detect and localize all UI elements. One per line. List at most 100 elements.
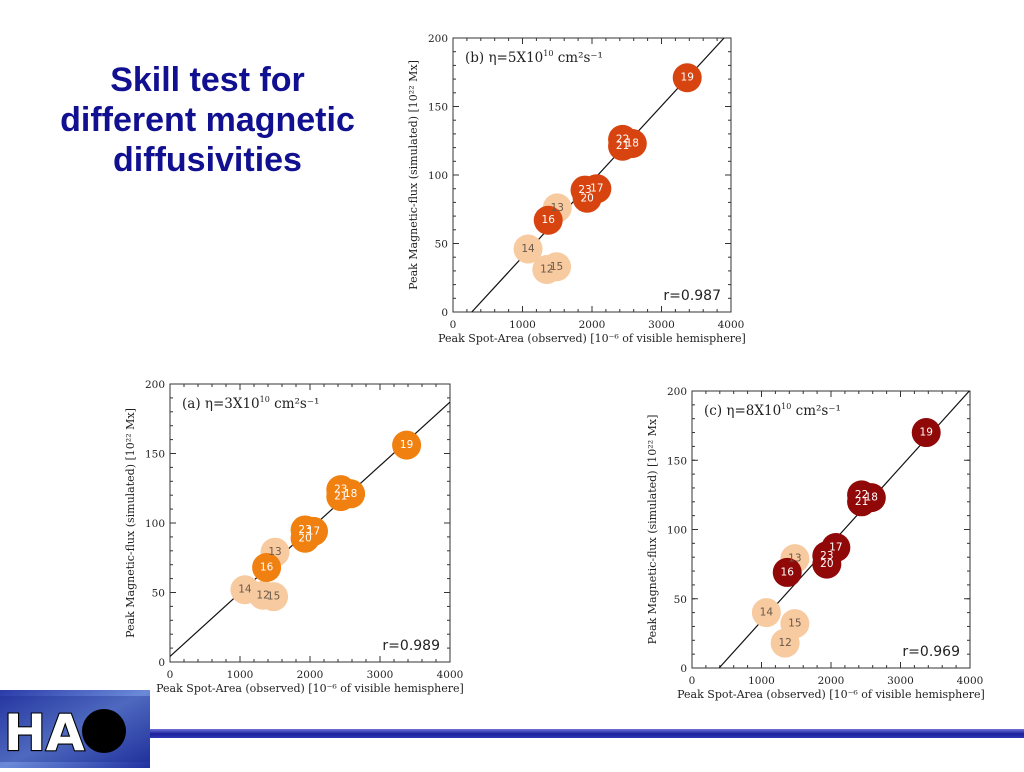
data-point-label: 12 xyxy=(540,264,553,276)
y-tick-label: 150 xyxy=(145,449,165,461)
data-point-label: 21 xyxy=(855,496,868,508)
y-tick-label: 100 xyxy=(667,525,687,537)
data-point xyxy=(856,483,886,513)
y-tick-label: 50 xyxy=(152,588,165,600)
data-point-label: 12 xyxy=(778,637,791,649)
y-axis-label: Peak Magnetic-flux (simulated) [10²² Mx] xyxy=(407,60,420,290)
data-point-label: 16 xyxy=(542,214,556,226)
data-point xyxy=(252,552,282,582)
data-point-label: 16 xyxy=(260,561,274,573)
data-point xyxy=(392,430,422,460)
data-point xyxy=(336,479,366,509)
data-point xyxy=(572,183,602,213)
data-point xyxy=(259,582,289,612)
data-point xyxy=(770,628,800,658)
y-tick-label: 100 xyxy=(428,170,448,182)
data-point-label: 17 xyxy=(829,542,842,554)
y-tick-label: 150 xyxy=(428,102,448,114)
data-point-label: 20 xyxy=(820,558,833,570)
data-point-label: 15 xyxy=(267,591,280,603)
data-point xyxy=(513,234,543,264)
data-point-label: 21 xyxy=(616,140,629,152)
data-point xyxy=(542,252,572,282)
data-point-label: 18 xyxy=(344,488,357,500)
x-tick-label: 3000 xyxy=(367,669,394,681)
x-tick-label: 4000 xyxy=(957,675,984,687)
x-tick-label: 2000 xyxy=(818,675,845,687)
logo-sun-icon xyxy=(82,709,126,753)
data-point-label: 21 xyxy=(334,491,347,503)
x-axis-label: Peak Spot-Area (observed) [10⁻⁶ of visib… xyxy=(438,332,746,345)
data-point-label: 19 xyxy=(681,72,694,84)
slide-title-line-1: Skill test for xyxy=(110,61,305,99)
y-tick-label: 0 xyxy=(158,657,165,669)
x-axis-label: Peak Spot-Area (observed) [10⁻⁶ of visib… xyxy=(156,682,464,695)
y-tick-label: 50 xyxy=(435,239,448,251)
y-axis-label: Peak Magnetic-flux (simulated) [10²² Mx] xyxy=(124,408,137,638)
data-point-label: 19 xyxy=(400,439,413,451)
panel-label: (b) η=5X1010 cm²s⁻¹ xyxy=(465,49,603,66)
data-point-label: 16 xyxy=(781,566,795,578)
y-tick-label: 150 xyxy=(667,455,687,467)
footer-bar xyxy=(150,729,1024,738)
x-tick-label: 2000 xyxy=(579,319,606,331)
slide-title: Skill test for different magnetic diffus… xyxy=(20,60,395,180)
data-point-label: 20 xyxy=(580,192,593,204)
data-point-label: 19 xyxy=(920,427,933,439)
data-point-label: 14 xyxy=(238,584,252,596)
data-point-label: 15 xyxy=(788,618,801,630)
x-tick-label: 2000 xyxy=(297,669,324,681)
y-tick-label: 200 xyxy=(428,33,448,45)
data-point-label: 23 xyxy=(578,184,591,196)
data-point-label: 20 xyxy=(298,532,311,544)
x-tick-label: 4000 xyxy=(437,669,464,681)
x-tick-label: 4000 xyxy=(718,319,745,331)
panel-label: (a) η=3X1010 cm²s⁻¹ xyxy=(182,395,319,412)
data-point-label: 18 xyxy=(626,137,639,149)
data-point xyxy=(911,418,941,448)
data-point-label: 17 xyxy=(590,183,603,195)
correlation-label: r=0.989 xyxy=(382,638,440,654)
y-tick-label: 0 xyxy=(441,307,448,319)
correlation-label: r=0.969 xyxy=(902,644,960,660)
data-point xyxy=(533,205,563,235)
data-point-label: 15 xyxy=(550,261,563,273)
data-point xyxy=(290,523,320,553)
data-point-label: 13 xyxy=(788,553,801,565)
data-point-label: 12 xyxy=(256,589,269,601)
correlation-label: r=0.987 xyxy=(663,288,721,304)
data-point xyxy=(751,598,781,628)
y-tick-label: 100 xyxy=(145,518,165,530)
data-point-label: 13 xyxy=(551,202,564,214)
y-axis-label: Peak Magnetic-flux (simulated) [10²² Mx] xyxy=(646,415,659,645)
y-tick-label: 200 xyxy=(145,379,165,391)
hao-logo: HA xyxy=(0,690,150,768)
data-point-label: 23 xyxy=(334,484,347,496)
data-point-label: 18 xyxy=(865,492,878,504)
x-tick-label: 0 xyxy=(689,675,696,687)
panel-label: (c) η=8X1010 cm²s⁻¹ xyxy=(704,402,841,419)
data-point-label: 13 xyxy=(268,546,281,558)
data-point-label: 22 xyxy=(616,133,629,145)
slide-title-line-2: different magnetic xyxy=(60,101,355,139)
data-point-label: 23 xyxy=(820,550,833,562)
data-point-label: 23 xyxy=(298,524,311,536)
data-point xyxy=(772,557,802,587)
x-tick-label: 0 xyxy=(167,669,174,681)
x-tick-label: 1000 xyxy=(227,669,254,681)
y-tick-label: 0 xyxy=(680,663,687,675)
data-point-label: 14 xyxy=(760,607,774,619)
y-tick-label: 200 xyxy=(667,386,687,398)
logo-text: HA xyxy=(4,704,85,762)
data-point xyxy=(617,128,647,158)
x-axis-label: Peak Spot-Area (observed) [10⁻⁶ of visib… xyxy=(677,688,985,701)
data-point-label: 22 xyxy=(855,489,868,501)
x-tick-label: 3000 xyxy=(887,675,914,687)
x-tick-label: 1000 xyxy=(509,319,536,331)
data-point xyxy=(812,549,842,579)
slide-title-line-3: diffusivities xyxy=(113,141,302,179)
x-tick-label: 1000 xyxy=(748,675,775,687)
data-point-label: 14 xyxy=(521,243,535,255)
